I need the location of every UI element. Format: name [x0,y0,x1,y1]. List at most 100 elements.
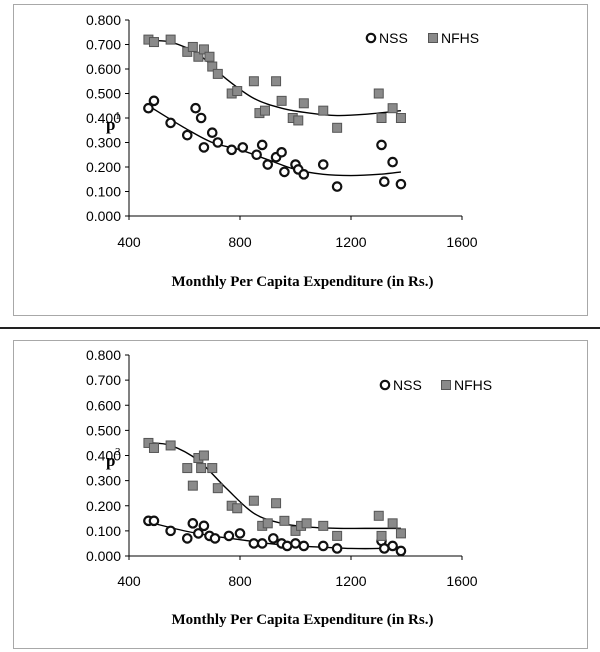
y-tick-label: 0.700 [86,372,121,388]
data-point-nfhs [332,530,343,541]
data-point-nfhs [198,44,209,55]
y-axis-label: p [106,115,115,134]
series-nss [143,95,407,192]
data-point-nfhs [193,51,204,62]
legend-marker-nfhs [428,33,438,43]
data-point-nfhs [276,95,287,106]
data-point-nss [276,147,287,158]
data-point-nfhs [232,503,243,514]
data-point-nfhs [148,442,159,453]
series-nfhs [143,34,406,133]
y-axis-label-superscript: 1 [115,110,121,122]
data-point-nfhs [143,437,154,448]
data-point-nss [195,112,207,124]
legend-label-nss: NSS [393,377,422,393]
trend-line-nss [148,105,402,177]
data-point-nss [165,117,176,129]
data-point-nss [395,178,407,190]
data-point-nss [376,139,387,151]
x-tick-label: 800 [228,573,252,589]
data-point-nfhs [373,88,384,99]
data-point-nss [251,149,262,161]
legend-marker-nss [365,32,377,44]
data-point-nss [281,540,293,552]
data-point-nfhs [318,105,329,116]
y-tick-label: 0.000 [86,208,121,224]
data-point-nss [387,156,398,168]
y-axis-label: p [106,451,115,470]
data-point-nfhs [196,463,207,474]
data-point-nfhs [395,113,406,123]
y-tick-label: 0.500 [86,422,121,438]
data-point-nss [181,533,193,544]
data-point-nfhs [376,530,387,541]
data-point-nfhs [248,495,259,506]
data-point-nss [226,144,237,156]
y-tick-label: 0.000 [86,548,121,564]
data-point-nss [267,533,279,544]
x-tick-label: 400 [117,234,141,250]
data-point-nss [165,525,176,537]
data-point-nfhs [318,520,329,531]
data-point-nfhs [212,483,223,494]
legend-label-nfhs: NFHS [454,377,492,393]
data-point-nss [234,528,246,539]
chart-2: 0.000 0.100 0.200 0.300 0.400 0.500 0.600 0.700… [86,347,492,628]
data-point-nfhs [271,498,282,509]
series-nss [143,515,407,557]
data-point-nss [143,102,154,114]
data-point-nss [256,538,268,549]
data-point-nss [206,127,218,138]
trend-line-nfhs [148,442,401,530]
y-tick-label: 0.700 [86,37,121,53]
data-point-nss [387,540,398,552]
y-tick-label: 0.100 [86,184,121,200]
x-tick-label: 1600 [446,573,477,589]
legend-label-nfhs: NFHS [441,30,479,46]
legend-label-nss: NSS [379,30,408,46]
data-point-nss [193,528,204,539]
data-point-nss [279,166,290,178]
data-point-nfhs [187,480,198,491]
y-tick-label: 0.200 [86,498,121,514]
y-axis-label-superscript: 3 [115,446,121,458]
data-point-nss [256,139,268,151]
legend-marker-nfhs [441,380,451,390]
y-tick-label: 0.400 [86,448,121,464]
data-point-nss [298,169,310,180]
data-point-nss [378,176,390,187]
data-point-nfhs [207,463,218,474]
y-tick-label: 0.600 [86,397,121,413]
y-tick-label: 0.800 [86,12,121,28]
y-tick-label: 0.600 [86,61,121,77]
data-point-nss [209,533,221,544]
data-point-nss [198,142,210,153]
data-point-nfhs [187,41,198,52]
data-point-nss [317,540,329,552]
data-point-nfhs [271,76,282,87]
data-point-nss [190,102,201,114]
chart-panel-p1 [13,4,588,316]
y-tick-label: 0.200 [86,159,121,175]
data-point-nss [317,159,329,170]
data-point-nfhs [207,61,218,72]
data-point-nss [298,540,310,552]
legend: NSS NFHS [365,30,479,46]
data-point-nss [148,515,160,527]
data-point-nss [212,137,224,148]
legend: NSS NFHS [379,377,492,393]
data-point-nss [378,543,390,554]
data-point-nss [223,530,235,542]
data-point-nfhs [332,122,343,133]
data-point-nfhs [290,525,301,536]
y-tick-label: 0.300 [86,135,121,151]
data-point-nss [198,520,210,532]
data-point-nfhs [395,528,406,539]
data-point-nfhs [182,463,193,474]
x-tick-label: 800 [228,234,252,250]
data-point-nfhs [204,51,215,62]
x-tick-label: 1600 [446,234,477,250]
chart-1: 0.000 0.100 0.200 0.300 0.400 0.500 0.600 0.700… [86,12,479,290]
data-point-nfhs [232,86,243,97]
data-point-nfhs [301,518,312,529]
